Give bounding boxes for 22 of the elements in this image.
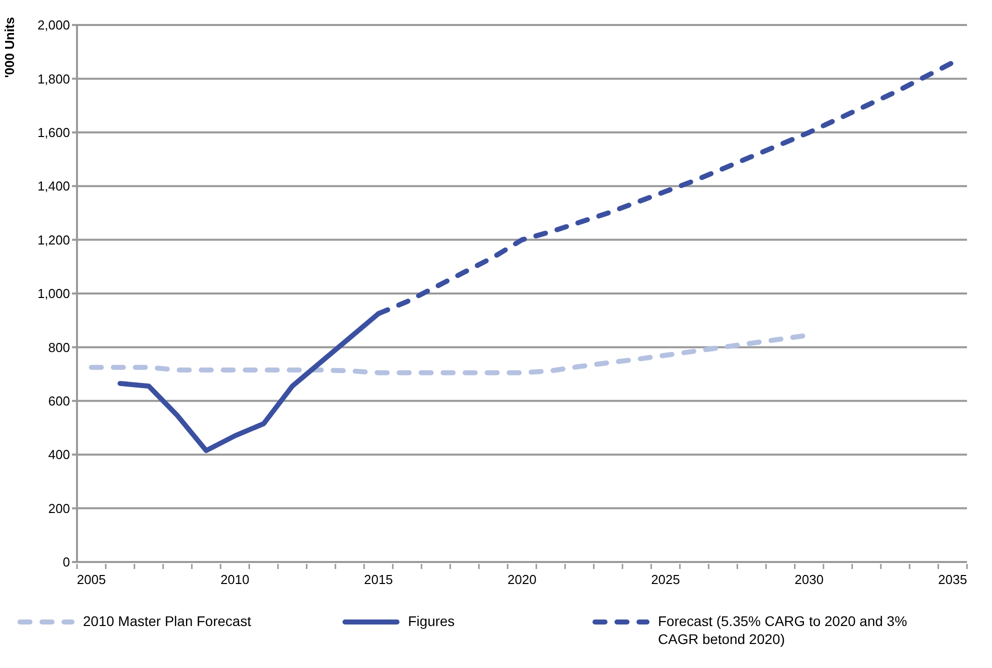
y-tick-label: 1,800 xyxy=(37,71,70,86)
y-tick-label: 200 xyxy=(48,500,70,516)
y-tick-label: 600 xyxy=(48,394,70,409)
x-tick-label: 2015 xyxy=(364,572,393,587)
y-tick-label: 2,000 xyxy=(37,18,70,33)
y-tick-label: 800 xyxy=(48,340,70,355)
legend-label: 2010 Master Plan Forecast xyxy=(83,612,252,630)
x-tick-label: 2005 xyxy=(76,572,106,587)
y-tick-label: 0 xyxy=(62,554,70,570)
x-tick-label: 2020 xyxy=(508,572,536,587)
x-tick-label: 2025 xyxy=(651,572,680,587)
legend-label: Forecast (5.35% CARG to 2020 and 3% CAGR betond 2020) xyxy=(658,612,908,648)
y-axis-title: '000 Units xyxy=(2,17,17,78)
y-tick-label: 1,400 xyxy=(37,178,70,194)
x-tick-label: 2035 xyxy=(938,572,968,587)
x-tick-label: 2030 xyxy=(794,572,824,587)
y-tick-label: 400 xyxy=(48,447,70,462)
y-tick-label: 1,000 xyxy=(37,286,70,302)
y-tick-label: 1,600 xyxy=(37,125,70,140)
y-tick-label: 1,200 xyxy=(37,232,70,248)
legend-label: Figures xyxy=(408,612,455,630)
x-tick-label: 2010 xyxy=(220,572,250,587)
